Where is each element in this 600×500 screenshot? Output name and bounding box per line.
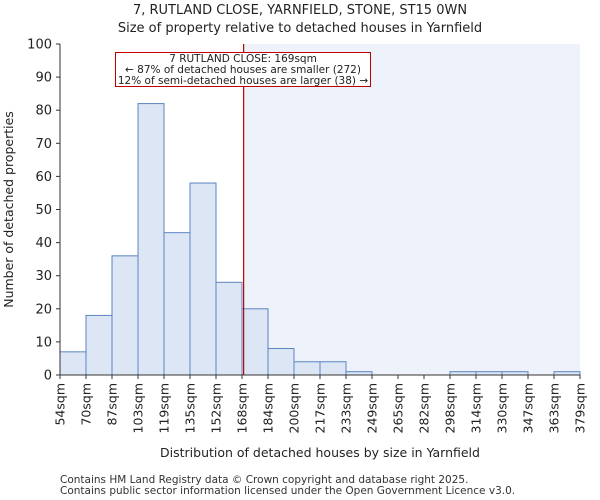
x-tick-label: 54sqm [53,383,68,426]
bar [267,348,295,376]
x-axis-title: Distribution of detached houses by size … [160,445,480,460]
x-tick-label: 87sqm [105,383,120,426]
y-tick-label: 40 [35,236,52,251]
y-tick-label: 70 [35,137,52,152]
x-tick-label: 135sqm [183,383,198,433]
y-tick-label: 50 [35,203,52,218]
footer-line-2: Contains public sector information licen… [60,485,516,497]
y-axis-title: Number of detached properties [1,111,16,308]
y-tick-label: 10 [35,335,52,350]
bar [293,361,321,376]
annotation-line-1: 7 RUTLAND CLOSE: 169sqm [169,53,317,65]
bar [215,281,243,376]
y-tick-label: 30 [35,269,52,284]
y-tick-label: 0 [44,369,52,384]
bar [163,232,191,376]
x-tick-label: 265sqm [391,383,406,433]
x-tick-label: 217sqm [313,383,328,433]
y-tick-label: 20 [35,302,52,317]
bar [85,314,113,376]
annotation-line-3: 12% of semi-detached houses are larger (… [117,75,369,87]
footer-line-1: Contains HM Land Registry data © Crown c… [60,474,469,486]
x-tick-label: 184sqm [261,383,276,433]
chart-title: 7, RUTLAND CLOSE, YARNFIELD, STONE, ST15… [132,3,468,18]
x-tick-label: 249sqm [365,383,380,433]
x-tick-label: 168sqm [235,383,250,433]
bar [241,308,269,376]
x-tick-label: 282sqm [417,383,432,433]
bar [137,103,165,376]
x-tick-label: 70sqm [79,383,94,426]
x-tick-label: 314sqm [469,383,484,433]
y-tick-label: 80 [35,104,52,119]
chart-subtitle: Size of property relative to detached ho… [117,21,483,36]
bar [59,351,87,376]
y-tick-label: 90 [35,71,52,86]
x-tick-label: 330sqm [495,383,510,433]
x-tick-label: 103sqm [131,383,146,433]
bar [111,255,139,376]
x-tick-label: 233sqm [339,383,354,433]
x-tick-label: 152sqm [209,383,224,433]
y-tick-label: 100 [27,38,52,53]
x-tick-label: 200sqm [287,383,302,433]
x-tick-label: 347sqm [521,383,536,433]
x-tick-label: 298sqm [443,383,458,433]
highlight-region [243,44,580,375]
bar [189,182,217,376]
y-tick-label: 60 [35,170,52,185]
x-tick-label: 379sqm [573,383,588,433]
property-annotation: 7 RUTLAND CLOSE: 169sqm ← 87% of detache… [115,52,371,87]
bar [319,361,347,376]
x-tick-label: 119sqm [157,383,172,433]
annotation-line-2: ← 87% of detached houses are smaller (27… [125,64,361,76]
x-tick-label: 363sqm [547,383,562,433]
